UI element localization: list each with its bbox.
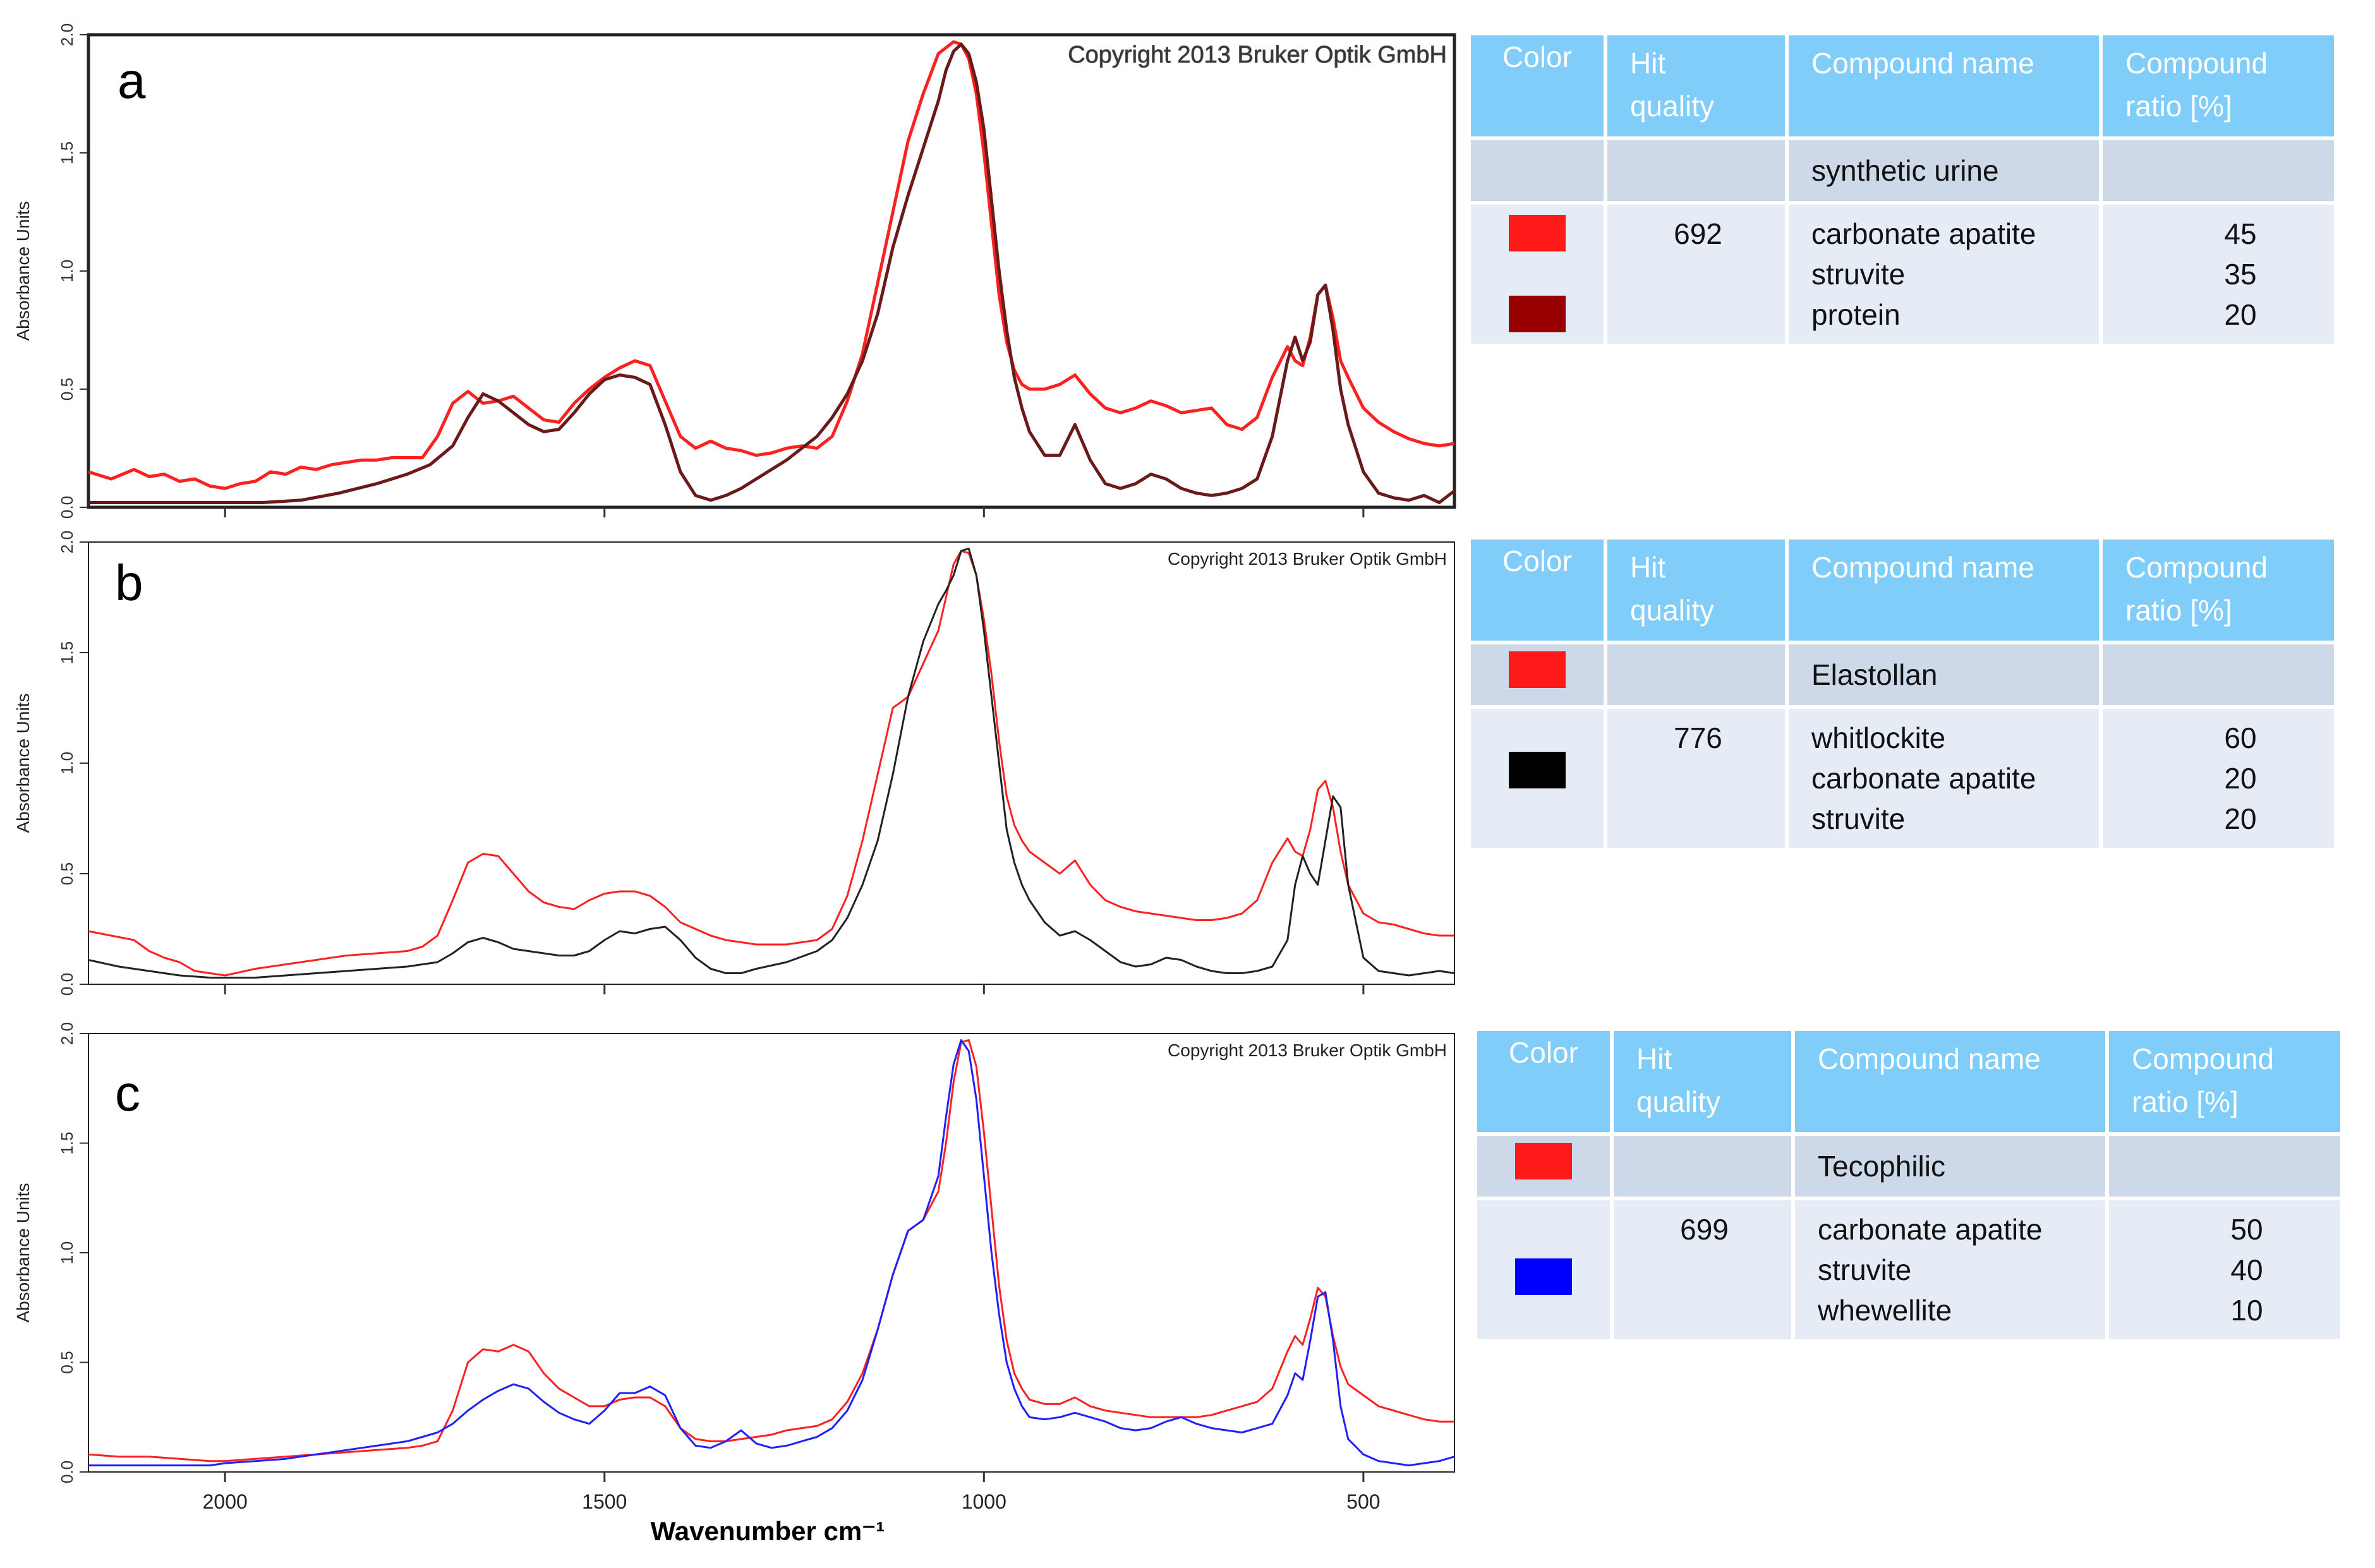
hit-row: 692 carbonate apatite struvite protein 4… bbox=[1471, 205, 2334, 344]
y-axis-title: Absorbance Units bbox=[13, 1183, 33, 1322]
x-tick-label: 500 bbox=[1346, 1490, 1380, 1513]
reference-spectrum-line bbox=[88, 550, 1454, 977]
reference-name: Tecophilic bbox=[1795, 1136, 2105, 1197]
header-compound-ratio: Compound ratio [%] bbox=[2109, 1031, 2340, 1132]
hit-row: 699 carbonate apatite struvite whewellit… bbox=[1477, 1200, 2340, 1339]
compound-ratios: 60 20 20 bbox=[2103, 709, 2334, 848]
panel-label: c bbox=[115, 1065, 140, 1121]
header-color: Color bbox=[1471, 540, 1604, 641]
results-table-c: Color Hit quality Compound name Compound r… bbox=[1473, 1027, 2344, 1343]
compound-names: carbonate apatite struvite whewellite bbox=[1795, 1200, 2105, 1339]
y-axis-title: Absorbance Units bbox=[13, 201, 33, 341]
hit-color-swatch bbox=[1509, 296, 1566, 332]
chart-panel-b: 0.0 0.5 1.0 1.5 2.0 Absorbance Units Copyright… bbox=[13, 531, 1455, 996]
y-tick-label: 1.5 bbox=[57, 1131, 76, 1154]
y-tick-label: 0.5 bbox=[57, 862, 76, 885]
header-compound-name: Compound name bbox=[1789, 540, 2099, 641]
y-tick-label: 1.0 bbox=[57, 752, 76, 775]
reference-color-swatch bbox=[1509, 215, 1566, 251]
hit-color-swatch bbox=[1515, 1258, 1572, 1295]
reference-spectrum-line bbox=[88, 40, 1455, 490]
results-table-a: Color Hit quality Compound name Compound r… bbox=[1467, 32, 2338, 347]
reference-row: Elastollan bbox=[1471, 644, 2334, 705]
plot-frame bbox=[88, 541, 1455, 985]
library-hit-spectrum-line bbox=[88, 548, 1455, 979]
hit-row: 776 whitlockite carbonate apatite struvi… bbox=[1471, 709, 2334, 848]
header-compound-name: Compound name bbox=[1795, 1031, 2105, 1132]
compound-ratios: 50 40 10 bbox=[2109, 1200, 2340, 1339]
hit-color-swatch bbox=[1509, 752, 1566, 788]
header-hit-quality: Hit quality bbox=[1607, 35, 1785, 136]
y-tick-label: 0.0 bbox=[57, 496, 76, 519]
y-tick-label: 1.5 bbox=[57, 142, 76, 164]
panel-label: b bbox=[115, 555, 143, 611]
y-tick-label: 2.0 bbox=[57, 1022, 76, 1045]
y-tick-label: 0.5 bbox=[57, 1351, 76, 1373]
x-tick-label: 1000 bbox=[962, 1490, 1006, 1513]
reference-row: synthetic urine bbox=[1471, 140, 2334, 201]
reference-row: Tecophilic bbox=[1477, 1136, 2340, 1197]
compound-ratios: 45 35 20 bbox=[2103, 205, 2334, 344]
y-tick-label: 2.0 bbox=[57, 531, 76, 553]
y-axis-title: Absorbance Units bbox=[13, 693, 33, 833]
y-tick-label: 0.5 bbox=[57, 378, 76, 401]
x-tick-label: 2000 bbox=[203, 1490, 248, 1513]
library-hit-spectrum-line bbox=[88, 42, 1456, 504]
hit-quality: 776 bbox=[1607, 709, 1785, 848]
reference-spectrum-line bbox=[88, 1039, 1454, 1462]
reference-color-swatch bbox=[1515, 1143, 1572, 1179]
reference-name: synthetic urine bbox=[1789, 140, 2099, 201]
hit-quality: 699 bbox=[1614, 1200, 1791, 1339]
reference-color-swatch bbox=[1509, 651, 1566, 688]
header-color: Color bbox=[1477, 1031, 1610, 1132]
header-hit-quality: Hit quality bbox=[1614, 1031, 1791, 1132]
copyright-text: Copyright 2013 Bruker Optik GmbH bbox=[1168, 549, 1447, 569]
header-compound-name: Compound name bbox=[1789, 35, 2099, 136]
reference-name: Elastollan bbox=[1789, 644, 2099, 705]
x-axis-title: Wavenumber cm⁻¹ bbox=[651, 1516, 885, 1546]
header-hit-quality: Hit quality bbox=[1607, 540, 1785, 641]
header-color: Color bbox=[1471, 35, 1604, 136]
header-compound-ratio: Compound ratio [%] bbox=[2103, 540, 2334, 641]
y-tick-label: 0.0 bbox=[57, 1461, 76, 1483]
y-tick-label: 0.0 bbox=[57, 973, 76, 996]
x-tick-label: 1500 bbox=[582, 1490, 627, 1513]
y-tick-label: 1.0 bbox=[57, 1241, 76, 1264]
hit-quality: 692 bbox=[1607, 205, 1785, 344]
copyright-text: Copyright 2013 Bruker Optik GmbH bbox=[1168, 1040, 1447, 1060]
library-hit-spectrum-line bbox=[88, 1039, 1455, 1467]
results-table-b: Color Hit quality Compound name Compound r… bbox=[1467, 536, 2338, 852]
y-tick-label: 2.0 bbox=[57, 23, 76, 46]
chart-panel-a: 0.0 0.5 1.0 1.5 2.0 Absorbance Units Copyright… bbox=[13, 23, 1456, 519]
plot-frame bbox=[87, 33, 1456, 509]
chart-panel-c: 0.0 0.5 1.0 1.5 2.0 2000 1500 1000 500 Absorbance… bbox=[13, 1022, 1455, 1513]
copyright-text: Copyright 2013 Bruker Optik GmbH bbox=[1068, 42, 1447, 68]
header-compound-ratio: Compound ratio [%] bbox=[2103, 35, 2334, 136]
panel-label: a bbox=[118, 52, 146, 109]
y-tick-label: 1.0 bbox=[57, 260, 76, 282]
y-tick-label: 1.5 bbox=[57, 641, 76, 664]
reference-swatch-cell bbox=[1471, 140, 1604, 201]
compound-names: whitlockite carbonate apatite struvite bbox=[1789, 709, 2099, 848]
compound-names: carbonate apatite struvite protein bbox=[1789, 205, 2099, 344]
plot-frame bbox=[88, 1033, 1455, 1473]
